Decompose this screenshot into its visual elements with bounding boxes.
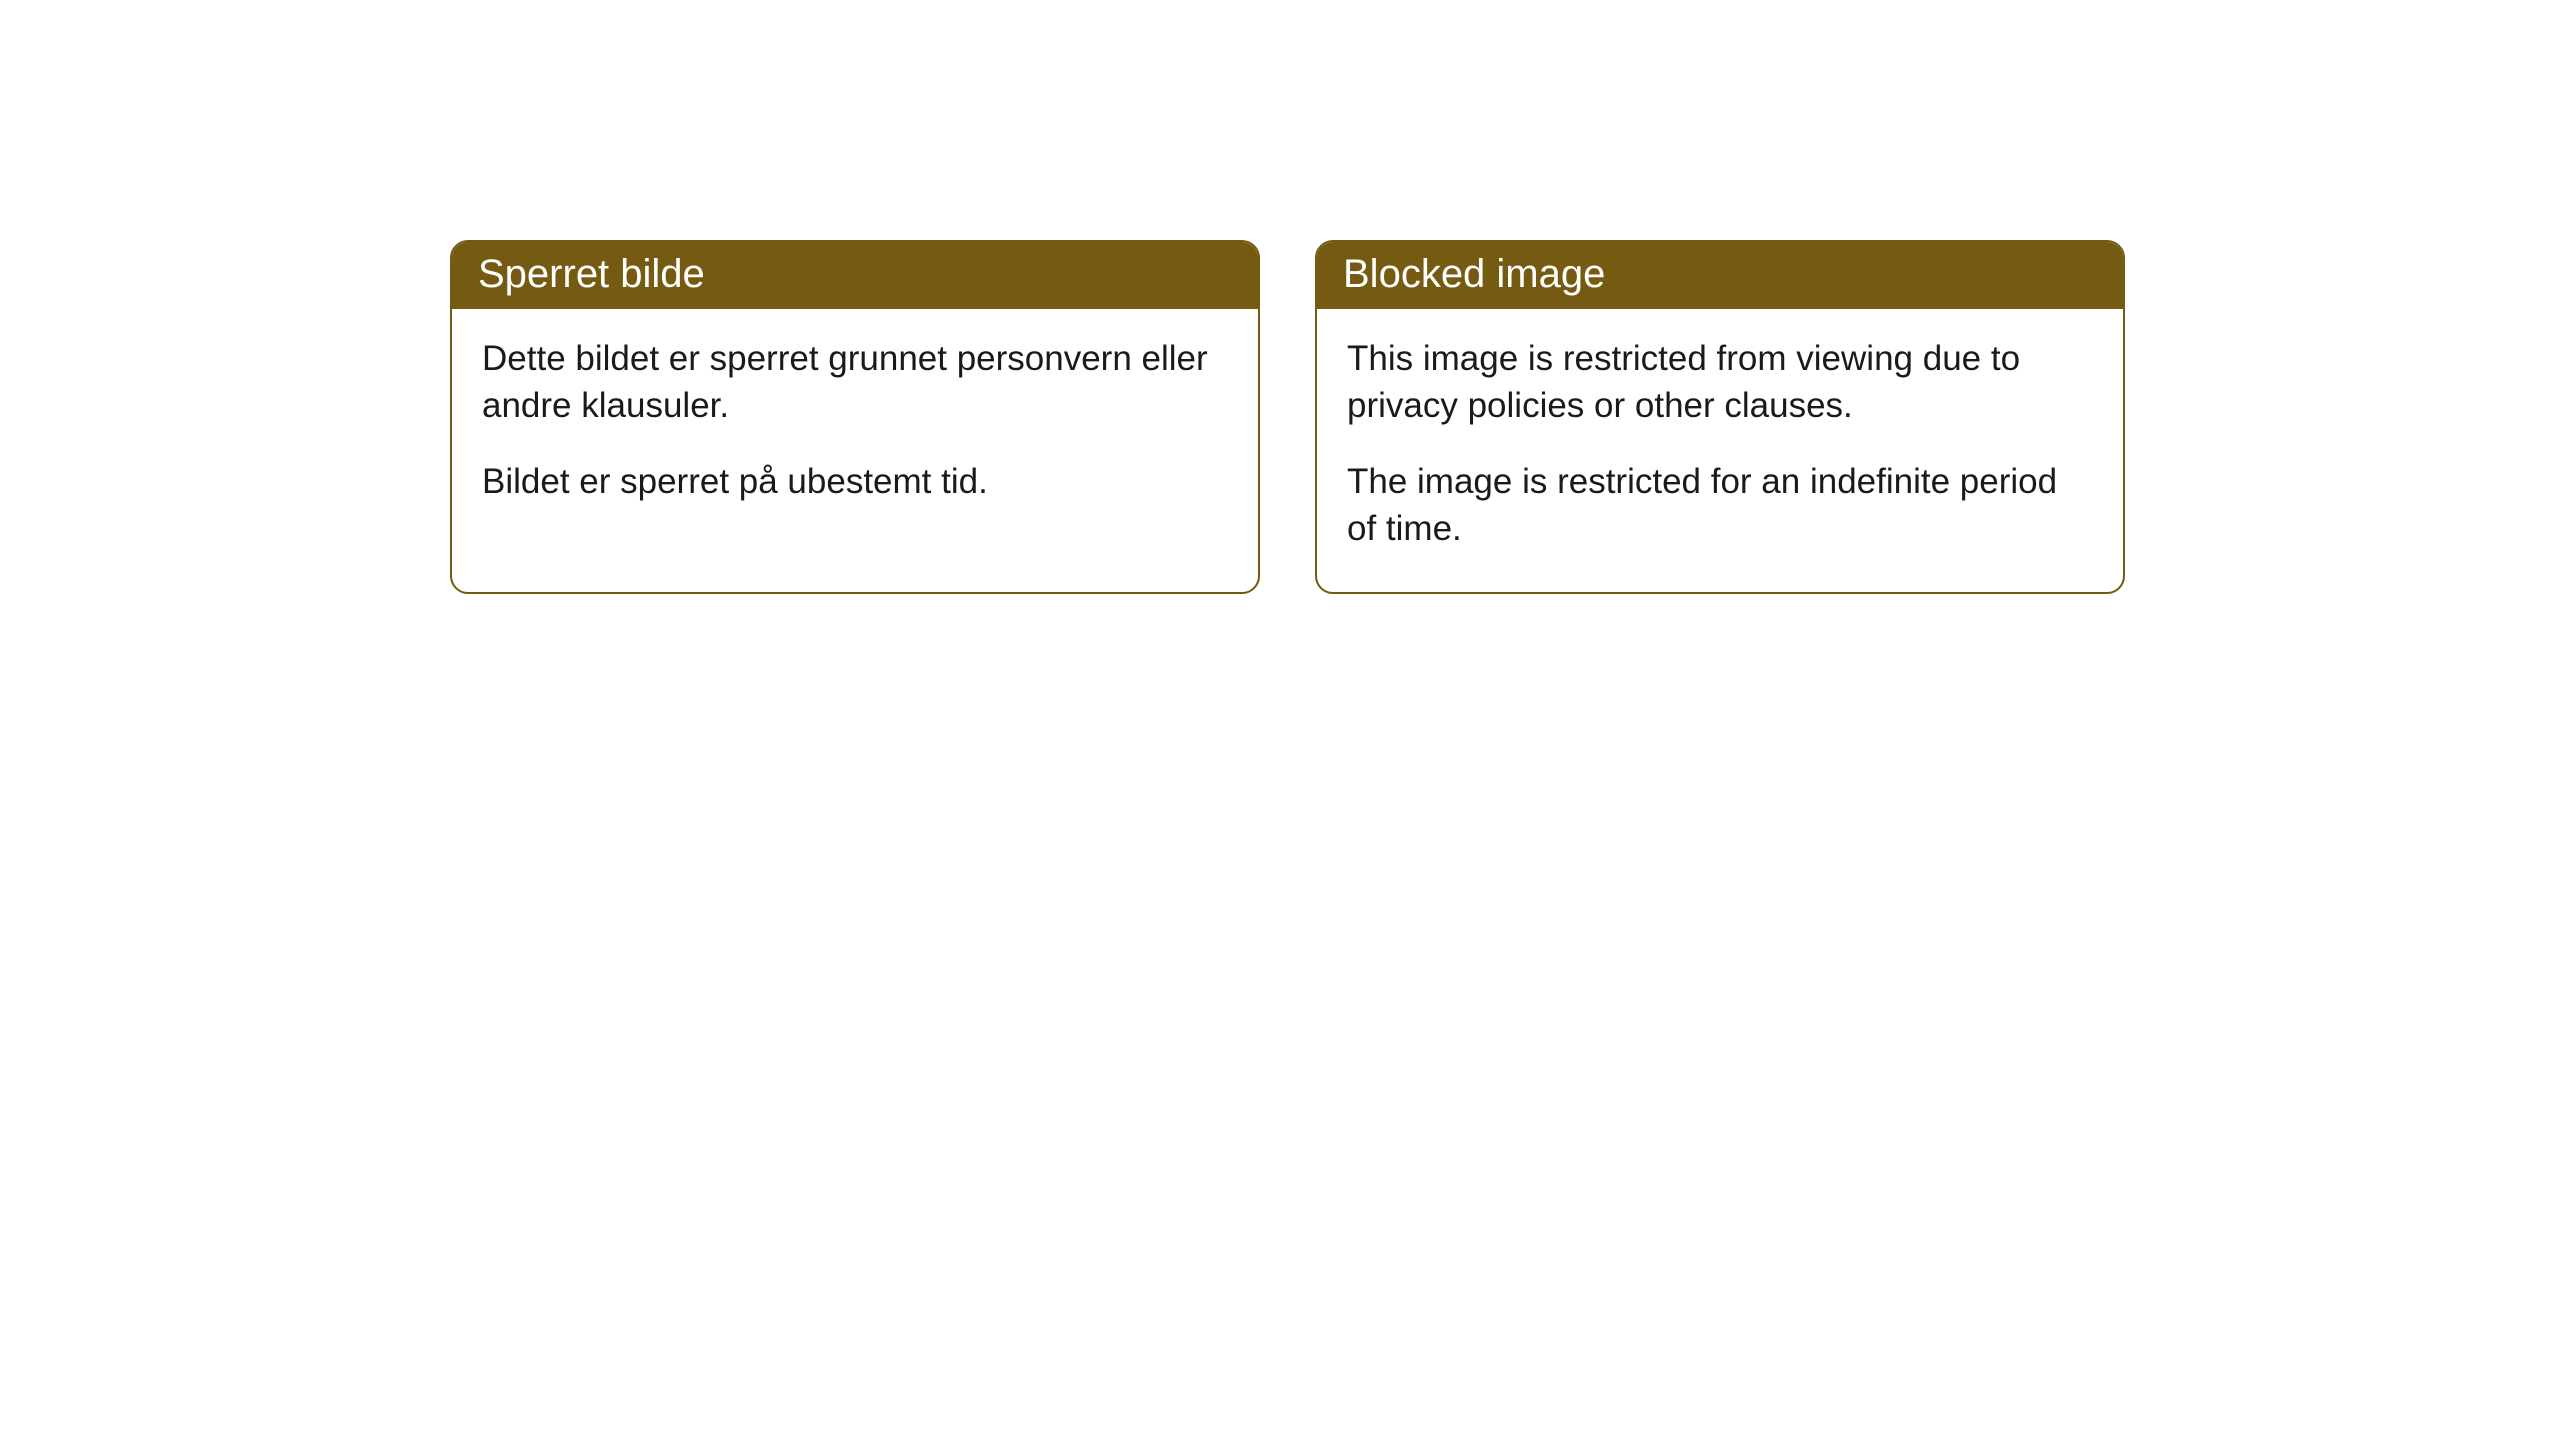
cards-container: Sperret bilde Dette bildet er sperret gr…	[450, 240, 2125, 594]
card-header-en: Blocked image	[1317, 242, 2123, 309]
card-title-no: Sperret bilde	[478, 252, 705, 296]
blocked-image-card-en: Blocked image This image is restricted f…	[1315, 240, 2125, 594]
card-paragraph-en-2: The image is restricted for an indefinit…	[1347, 458, 2093, 553]
card-title-en: Blocked image	[1343, 252, 1605, 296]
card-header-no: Sperret bilde	[452, 242, 1258, 309]
blocked-image-card-no: Sperret bilde Dette bildet er sperret gr…	[450, 240, 1260, 594]
card-body-no: Dette bildet er sperret grunnet personve…	[452, 309, 1258, 545]
card-paragraph-en-1: This image is restricted from viewing du…	[1347, 335, 2093, 430]
card-paragraph-no-2: Bildet er sperret på ubestemt tid.	[482, 458, 1228, 505]
card-paragraph-no-1: Dette bildet er sperret grunnet personve…	[482, 335, 1228, 430]
card-body-en: This image is restricted from viewing du…	[1317, 309, 2123, 592]
